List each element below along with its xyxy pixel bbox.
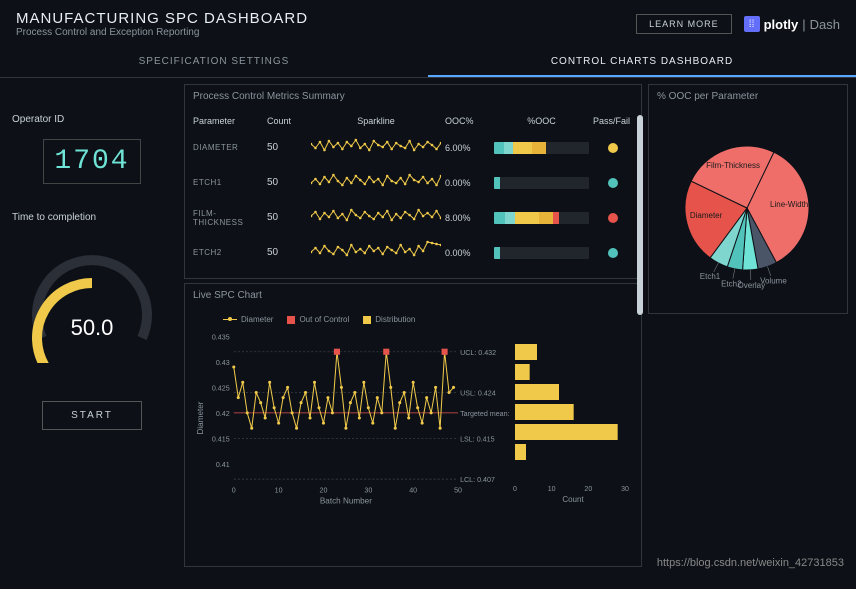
page-title: MANUFACTURING SPC DASHBOARD xyxy=(16,10,308,27)
svg-text:20: 20 xyxy=(584,486,592,493)
svg-text:40: 40 xyxy=(409,486,417,494)
spc-panel-title: Live SPC Chart xyxy=(185,284,641,307)
svg-text:50: 50 xyxy=(454,486,462,494)
spc-line-chart[interactable]: UCL: 0.432 USL: 0.424 Targeted mean: 0.42 L… xyxy=(193,328,509,508)
svg-text:Overlay: Overlay xyxy=(738,281,766,290)
tab-control-charts[interactable]: CONTROL CHARTS DASHBOARD xyxy=(428,48,856,77)
table-row: ETCH1500.00% xyxy=(193,165,633,200)
svg-text:0.435: 0.435 xyxy=(212,334,230,342)
svg-text:0.42: 0.42 xyxy=(216,410,230,418)
spc-histogram[interactable]: 0 10 20 30 Count xyxy=(513,328,633,508)
svg-text:0.415: 0.415 xyxy=(212,435,230,443)
start-button[interactable]: START xyxy=(42,401,142,430)
svg-text:Etch1: Etch1 xyxy=(700,272,721,281)
svg-text:30: 30 xyxy=(621,486,629,493)
brand-logo[interactable]: ⁞⁞ plotly | Dash xyxy=(744,16,840,32)
plotly-icon: ⁞⁞ xyxy=(744,16,760,32)
svg-text:10: 10 xyxy=(275,486,283,494)
svg-text:Film-Thickness: Film-Thickness xyxy=(706,161,760,170)
learn-more-button[interactable]: LEARN MORE xyxy=(636,14,732,34)
table-row: FILM-THICKNESS508.00% xyxy=(193,200,633,235)
svg-text:20: 20 xyxy=(320,486,328,494)
svg-text:Etch2: Etch2 xyxy=(721,279,742,288)
svg-text:0.41: 0.41 xyxy=(216,461,230,469)
svg-text:LSL: 0.415: LSL: 0.415 xyxy=(460,435,495,443)
svg-text:USL: 0.424: USL: 0.424 xyxy=(460,390,496,398)
completion-gauge: 50.0 xyxy=(17,243,167,363)
svg-text:Diameter: Diameter xyxy=(196,401,205,434)
svg-text:10: 10 xyxy=(548,486,556,493)
ooc-pie-chart[interactable]: Line-WidthVolumeOverlayEtch2Etch1Diamete… xyxy=(649,108,847,318)
svg-text:Count: Count xyxy=(562,495,584,504)
time-to-completion-label: Time to completion xyxy=(12,212,96,223)
svg-text:Batch Number: Batch Number xyxy=(320,497,372,506)
operator-id-label: Operator ID xyxy=(12,114,64,125)
svg-text:0: 0 xyxy=(513,486,517,493)
spc-legend: Diameter Out of Control Distribution xyxy=(193,311,633,328)
scrollbar[interactable] xyxy=(637,115,643,315)
svg-text:0: 0 xyxy=(232,486,236,494)
svg-text:UCL: 0.432: UCL: 0.432 xyxy=(460,349,496,357)
svg-text:0.43: 0.43 xyxy=(216,359,230,367)
pie-panel-title: % OOC per Parameter xyxy=(649,85,847,108)
operator-id-value: 1704 xyxy=(54,146,129,177)
table-row: DIAMETER506.00% xyxy=(193,130,633,165)
svg-text:0.425: 0.425 xyxy=(212,384,230,392)
metrics-panel-title: Process Control Metrics Summary xyxy=(185,85,641,108)
table-row: ETCH2500.00% xyxy=(193,235,633,270)
gauge-value: 50.0 xyxy=(71,315,114,341)
svg-text:Targeted mean: 0.42: Targeted mean: 0.42 xyxy=(460,410,509,418)
svg-text:LCL: 0.407: LCL: 0.407 xyxy=(460,476,495,484)
watermark: https://blog.csdn.net/weixin_42731853 xyxy=(657,557,844,569)
tab-specification[interactable]: SPECIFICATION SETTINGS xyxy=(0,48,428,77)
operator-id-display: 1704 xyxy=(43,139,140,184)
page-subtitle: Process Control and Exception Reporting xyxy=(16,27,308,38)
svg-text:Diameter: Diameter xyxy=(690,211,723,220)
svg-text:30: 30 xyxy=(364,486,372,494)
svg-text:Line-Width: Line-Width xyxy=(770,200,808,209)
metrics-table: Parameter Count Sparkline OOC% %OOC Pass… xyxy=(185,108,641,278)
